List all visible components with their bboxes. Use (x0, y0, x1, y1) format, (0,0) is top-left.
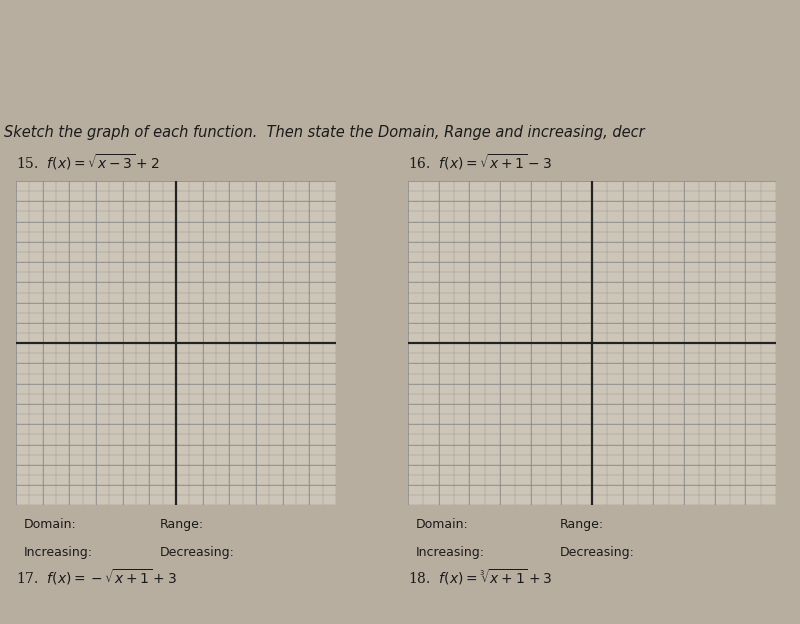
Text: 18.  $f(x) = \sqrt[3]{x+1}+3$: 18. $f(x) = \sqrt[3]{x+1}+3$ (408, 567, 552, 587)
Text: Range:: Range: (160, 518, 204, 531)
Text: Increasing:: Increasing: (24, 546, 93, 559)
Text: 17.  $f(x) = -\sqrt{x+1}+3$: 17. $f(x) = -\sqrt{x+1}+3$ (16, 567, 177, 587)
Text: Range:: Range: (560, 518, 604, 531)
Text: Decreasing:: Decreasing: (160, 546, 235, 559)
Text: Domain:: Domain: (24, 518, 77, 531)
Text: Sketch the graph of each function.  Then state the Domain, Range and increasing,: Sketch the graph of each function. Then … (4, 125, 645, 140)
Text: Increasing:: Increasing: (416, 546, 485, 559)
Text: Domain:: Domain: (416, 518, 469, 531)
Text: 15.  $f(x) = \sqrt{x-3}+2$: 15. $f(x) = \sqrt{x-3}+2$ (16, 152, 159, 172)
Text: Decreasing:: Decreasing: (560, 546, 635, 559)
Text: 16.  $f(x) = \sqrt{x+1}-3$: 16. $f(x) = \sqrt{x+1}-3$ (408, 152, 552, 172)
